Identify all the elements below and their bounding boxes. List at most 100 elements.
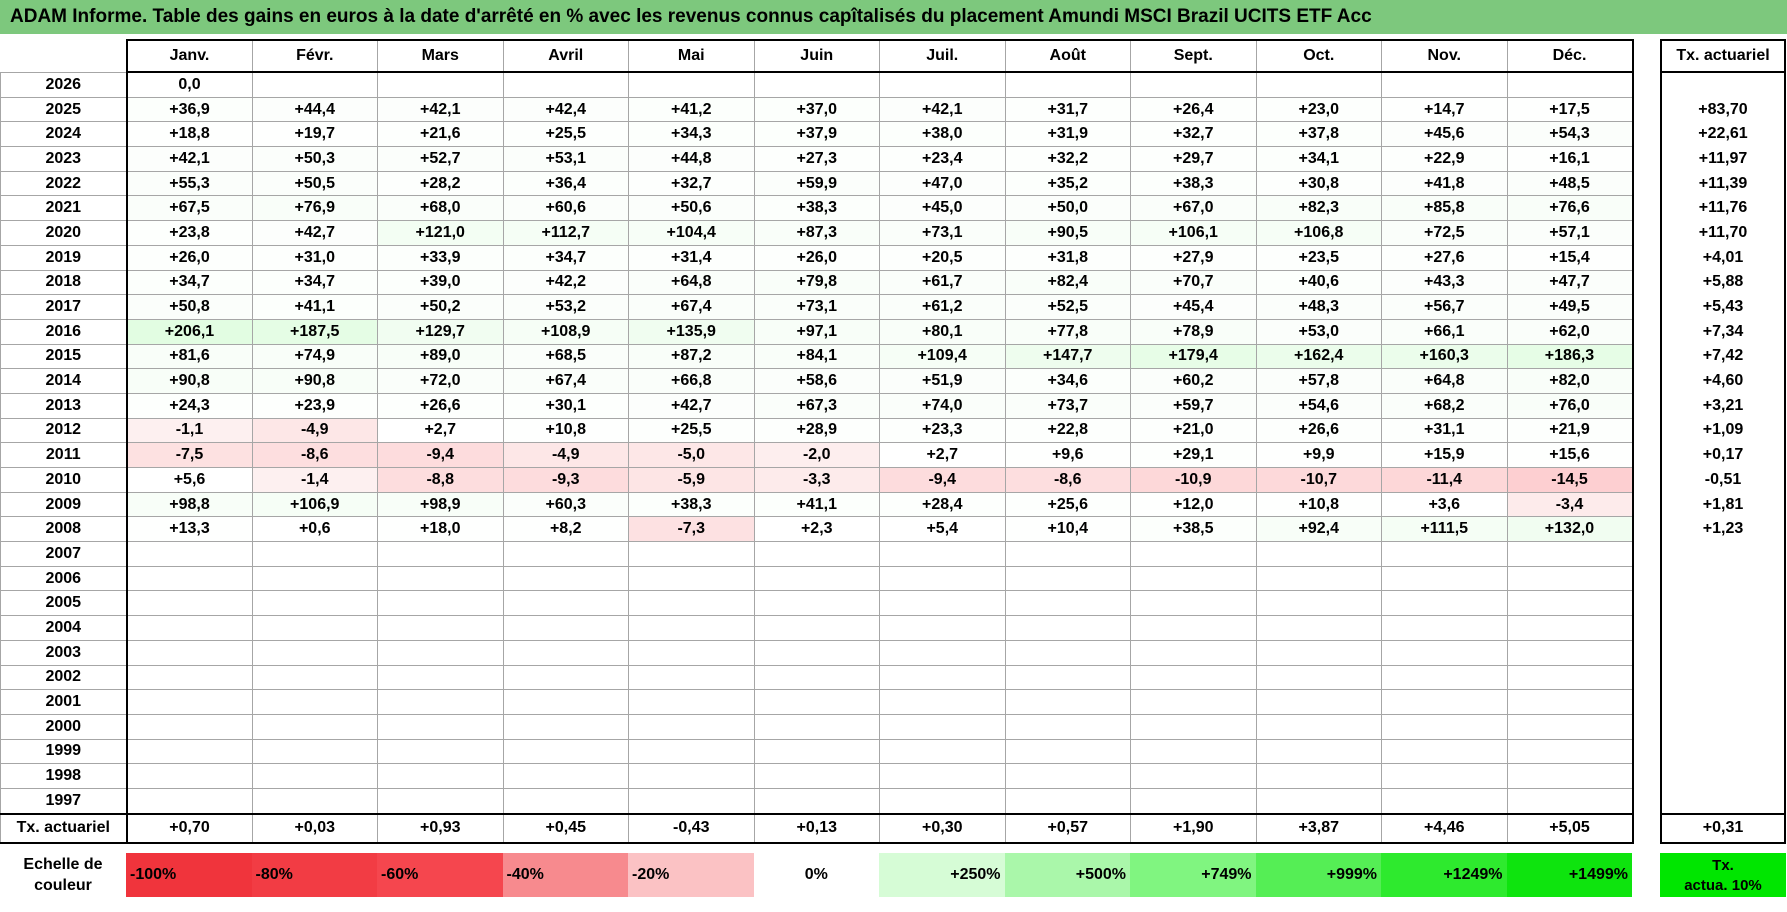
gain-cell: -7,5 xyxy=(126,442,253,468)
month-header: Juil. xyxy=(879,39,1006,73)
gain-cell xyxy=(1130,639,1257,666)
gain-cell xyxy=(251,590,378,617)
table-row: 2019 +26,0 +31,0 +33,9 +34,7 +31,4 +26,0 +20,5 +… xyxy=(0,244,1634,271)
footer-value: +0,45 xyxy=(502,813,629,844)
gain-cell: +68,0 xyxy=(377,195,504,222)
gain-cell: +98,9 xyxy=(377,491,504,518)
gain-cell xyxy=(251,763,378,789)
gain-cell: +42,7 xyxy=(251,220,378,246)
gain-cell xyxy=(1381,664,1508,691)
gain-cell: +89,0 xyxy=(377,343,504,370)
gain-cell: +59,7 xyxy=(1130,392,1257,419)
gain-cell: +112,7 xyxy=(502,220,629,246)
year-label: 2015 xyxy=(0,343,128,370)
color-scale-swatch: -60% xyxy=(377,853,503,897)
gain-cell: +27,9 xyxy=(1130,244,1257,271)
gain-cell: +77,8 xyxy=(1004,318,1131,345)
tx-value: +0,17 xyxy=(1660,442,1786,468)
year-label: 2006 xyxy=(0,565,128,592)
gain-cell: +74,9 xyxy=(251,343,378,370)
gain-cell: +179,4 xyxy=(1130,343,1257,370)
gain-cell xyxy=(126,615,253,641)
footer-row: Tx. actuariel +0,70 +0,03 +0,93 +0,45 -0,43 +0… xyxy=(0,813,1634,844)
gain-cell: +41,1 xyxy=(753,491,880,518)
gain-cell: +50,5 xyxy=(251,170,378,197)
gain-cell: +45,6 xyxy=(1381,121,1508,148)
gain-cell: +66,1 xyxy=(1381,318,1508,345)
gain-cell xyxy=(1255,639,1382,666)
gain-cell xyxy=(1381,71,1508,98)
table-row: 2024 +18,8 +19,7 +21,6 +25,5 +34,3 +37,9 +38,0 +… xyxy=(0,121,1634,148)
gain-cell: +108,9 xyxy=(502,318,629,345)
tx-value: +4,60 xyxy=(1660,368,1786,394)
gain-cell xyxy=(753,590,880,617)
gain-cell: +76,6 xyxy=(1506,195,1634,222)
gain-cell: -5,0 xyxy=(628,442,755,468)
gain-cell: -14,5 xyxy=(1506,467,1634,493)
gain-cell: +30,1 xyxy=(502,392,629,419)
gain-cell xyxy=(377,664,504,691)
gain-cell: -7,3 xyxy=(628,516,755,543)
gain-cell: +73,1 xyxy=(879,220,1006,246)
gain-cell: +50,2 xyxy=(377,294,504,320)
gain-cell xyxy=(1506,565,1634,592)
gain-cell: +53,2 xyxy=(502,294,629,320)
tx-value: +83,70 xyxy=(1660,97,1786,122)
gain-cell xyxy=(1004,738,1131,765)
gain-cell: +41,8 xyxy=(1381,170,1508,197)
gain-cell: +67,0 xyxy=(1130,195,1257,222)
tx-row: +22,61 xyxy=(1660,121,1786,147)
gain-cell xyxy=(251,713,378,740)
year-label: 2001 xyxy=(0,689,128,715)
gain-cell xyxy=(126,639,253,666)
footer-value: +0,57 xyxy=(1004,813,1131,844)
gain-cell xyxy=(628,738,755,765)
year-label: 2003 xyxy=(0,639,128,666)
gain-cell: -9,4 xyxy=(879,467,1006,493)
gain-cell: +34,3 xyxy=(628,121,755,148)
month-header: Nov. xyxy=(1381,39,1508,73)
table-row: 2021 +67,5 +76,9 +68,0 +60,6 +50,6 +38,3 +45,0 +… xyxy=(0,195,1634,222)
gain-cell: +135,9 xyxy=(628,318,755,345)
gain-cell xyxy=(1506,689,1634,715)
tx-row: +5,88 xyxy=(1660,270,1786,295)
gain-cell xyxy=(126,713,253,740)
year-label: 2008 xyxy=(0,516,128,543)
color-scale: Echelle de couleur -100% -80% -60% -40% -20%… xyxy=(0,851,1632,899)
gain-cell xyxy=(1381,787,1508,815)
gain-cell: +129,7 xyxy=(377,318,504,345)
gain-cell xyxy=(628,541,755,567)
year-label: 1998 xyxy=(0,763,128,789)
gain-cell xyxy=(628,713,755,740)
gain-cell: -9,3 xyxy=(502,467,629,493)
gain-cell xyxy=(1255,738,1382,765)
tx-row: +7,42 xyxy=(1660,344,1786,369)
tx-value: +4,01 xyxy=(1660,245,1786,270)
year-label: 2000 xyxy=(0,713,128,740)
gain-cell: +47,7 xyxy=(1506,269,1634,296)
gain-cell xyxy=(1255,71,1382,98)
year-label: 2012 xyxy=(0,417,128,444)
gain-cell xyxy=(502,763,629,789)
gain-cell xyxy=(628,763,755,789)
gain-cell xyxy=(502,787,629,815)
gain-cell: +81,6 xyxy=(126,343,253,370)
gain-cell: +57,8 xyxy=(1255,368,1382,394)
footer-value: +0,30 xyxy=(879,813,1006,844)
month-header: Janv. xyxy=(126,39,253,73)
gain-cell: -8,6 xyxy=(1004,467,1131,493)
gain-cell: -3,4 xyxy=(1506,491,1634,518)
gain-cell: +42,1 xyxy=(126,146,253,172)
gain-cell xyxy=(1381,590,1508,617)
tx-row: +11,97 xyxy=(1660,146,1786,172)
gain-cell: +73,7 xyxy=(1004,392,1131,419)
gains-table: Janv. Févr. Mars Avril Mai Juin Juil. Août Sept.… xyxy=(0,39,1634,844)
table-row: 2001 xyxy=(0,689,1634,715)
gain-cell: +31,8 xyxy=(1004,244,1131,271)
gain-cell xyxy=(502,738,629,765)
gain-cell: +26,6 xyxy=(377,392,504,419)
tx-value xyxy=(1660,541,1786,567)
gain-cell: +25,5 xyxy=(502,121,629,148)
gain-cell: +45,4 xyxy=(1130,294,1257,320)
gain-cell: +42,1 xyxy=(377,96,504,123)
